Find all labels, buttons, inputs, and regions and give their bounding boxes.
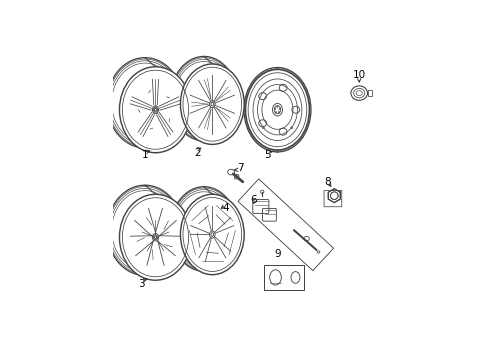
Text: 10: 10: [353, 70, 366, 80]
Text: 7: 7: [237, 163, 244, 174]
Text: 4: 4: [222, 203, 229, 213]
FancyBboxPatch shape: [324, 190, 342, 207]
Ellipse shape: [291, 271, 300, 283]
Bar: [264, 265, 304, 290]
Text: 9: 9: [274, 249, 281, 259]
Ellipse shape: [351, 86, 368, 100]
Ellipse shape: [120, 194, 192, 280]
Text: 5: 5: [264, 150, 270, 160]
Text: 2: 2: [194, 148, 200, 158]
Polygon shape: [368, 90, 372, 96]
Text: 1: 1: [142, 150, 148, 161]
Ellipse shape: [180, 194, 244, 275]
Text: 6: 6: [250, 195, 257, 205]
FancyBboxPatch shape: [263, 208, 276, 221]
Ellipse shape: [270, 270, 281, 285]
Text: 8: 8: [324, 177, 331, 187]
Ellipse shape: [180, 64, 244, 144]
Ellipse shape: [120, 67, 192, 153]
Ellipse shape: [245, 69, 309, 150]
Text: 3: 3: [138, 279, 145, 289]
